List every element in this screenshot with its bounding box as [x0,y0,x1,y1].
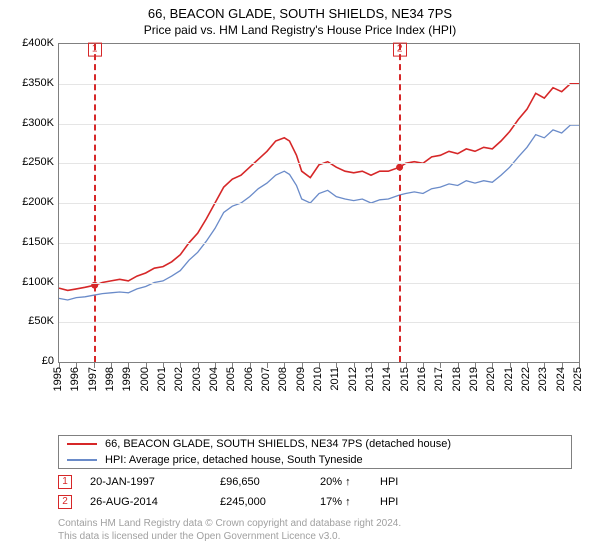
y-axis-label: £50K [28,315,54,327]
x-axis-label: 2005 [225,367,237,391]
x-axis-label: 2009 [295,367,307,391]
y-axis-label: £150K [22,236,54,248]
chart: 12 £0£50K£100K£150K£200K£250K£300K£350K£… [20,43,580,403]
x-axis-label: 2012 [347,367,359,391]
x-axis-label: 2025 [572,367,584,391]
sale-index: 2 [58,495,72,509]
x-axis-label: 1995 [52,367,64,391]
x-axis-label: 2007 [260,367,272,391]
y-axis-label: £0 [42,355,54,367]
y-axis-label: £250K [22,156,54,168]
x-axis-label: 2006 [243,367,255,391]
sale-price: £245,000 [220,496,320,508]
footer-line: This data is licensed under the Open Gov… [58,530,572,543]
x-axis-label: 2000 [139,367,151,391]
x-axis-label: 2010 [312,367,324,391]
legend-swatch [67,459,97,461]
sales-table: 1 20-JAN-1997£96,65020% ↑HPI 2 26-AUG-2014£… [0,475,600,509]
legend-row: 66, BEACON GLADE, SOUTH SHIELDS, NE34 7P… [59,436,571,452]
series-hpi [59,125,579,300]
y-axis-label: £350K [22,77,54,89]
x-axis-label: 2014 [381,367,393,391]
y-axis-label: £100K [22,276,54,288]
x-axis-label: 2024 [555,367,567,391]
x-axis-label: 2020 [485,367,497,391]
chart-subtitle: Price paid vs. HM Land Registry's House … [10,23,590,37]
gridline [59,84,579,85]
sale-index: 1 [58,475,72,489]
legend: 66, BEACON GLADE, SOUTH SHIELDS, NE34 7P… [58,435,572,469]
legend-label: HPI: Average price, detached house, Sout… [105,454,363,466]
chart-title: 66, BEACON GLADE, SOUTH SHIELDS, NE34 7P… [10,6,590,21]
series-price_paid [59,84,579,291]
sale-price: £96,650 [220,476,320,488]
x-axis-label: 2019 [468,367,480,391]
legend-row: HPI: Average price, detached house, Sout… [59,452,571,468]
plot-area: 12 [58,43,580,363]
x-axis-label: 1998 [104,367,116,391]
x-axis-label: 2017 [433,367,445,391]
x-axis-label: 2008 [277,367,289,391]
sale-row: 2 26-AUG-2014£245,00017% ↑HPI [58,495,572,509]
gridline [59,322,579,323]
x-axis-label: 2013 [364,367,376,391]
x-axis-label: 1999 [121,367,133,391]
x-axis-label: 1996 [69,367,81,391]
sale-ref: HPI [380,496,398,508]
sale-guide [94,44,96,362]
x-axis-label: 2022 [520,367,532,391]
gridline [59,203,579,204]
x-axis-label: 1997 [87,367,99,391]
legend-swatch [67,443,97,445]
y-axis-label: £200K [22,196,54,208]
sale-diff: 17% ↑ [320,496,380,508]
x-axis-label: 2002 [173,367,185,391]
gridline [59,163,579,164]
title-block: 66, BEACON GLADE, SOUTH SHIELDS, NE34 7P… [0,0,600,39]
x-axis-label: 2018 [451,367,463,391]
gridline [59,124,579,125]
y-axis-label: £400K [22,37,54,49]
x-axis-label: 2001 [156,367,168,391]
footer-line: Contains HM Land Registry data © Crown c… [58,517,572,530]
x-axis-label: 2021 [503,367,515,391]
gridline [59,243,579,244]
y-axis-label: £300K [22,117,54,129]
legend-label: 66, BEACON GLADE, SOUTH SHIELDS, NE34 7P… [105,438,451,450]
x-axis-label: 2023 [537,367,549,391]
sale-ref: HPI [380,476,398,488]
gridline [59,283,579,284]
x-axis-label: 2003 [191,367,203,391]
footer: Contains HM Land Registry data © Crown c… [58,517,572,543]
sale-date: 20-JAN-1997 [90,476,220,488]
x-axis-label: 2016 [416,367,428,391]
x-axis-label: 2015 [399,367,411,391]
x-axis-label: 2011 [329,367,341,391]
sale-marker: 1 [88,43,102,57]
sale-diff: 20% ↑ [320,476,380,488]
sale-marker: 2 [393,43,407,57]
sale-guide [399,44,401,362]
x-axis-label: 2004 [208,367,220,391]
sale-date: 26-AUG-2014 [90,496,220,508]
sale-row: 1 20-JAN-1997£96,65020% ↑HPI [58,475,572,489]
